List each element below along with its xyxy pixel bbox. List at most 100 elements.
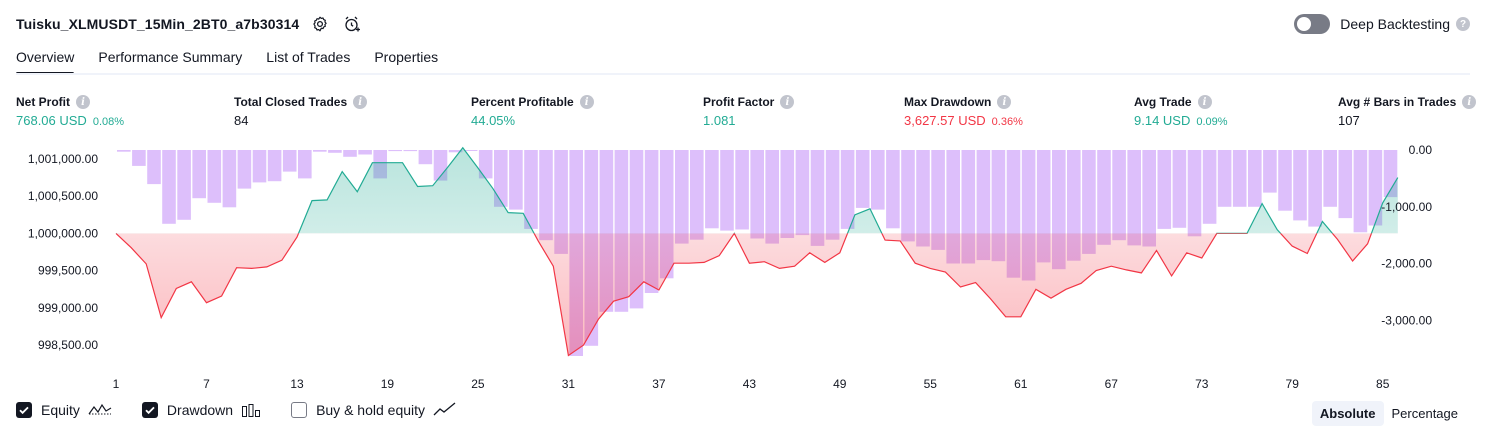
drawdown-bar (675, 150, 689, 244)
drawdown-bar (282, 150, 297, 172)
drawdown-bar (524, 150, 538, 229)
x-axis-tick: 79 (1286, 377, 1300, 391)
legend-equity-label: Equity (41, 402, 80, 418)
stat-value: 107 (1338, 113, 1360, 128)
drawdown-bar (1338, 150, 1353, 219)
equity-line-loss (115, 233, 1373, 357)
tab-performance-summary[interactable]: Performance Summary (98, 49, 243, 65)
info-icon[interactable]: i (579, 95, 594, 109)
stat-avg-trade: Avg Trade i 9.14 USD 0.09% (1134, 94, 1228, 128)
deep-backtesting: Deep Backtesting ? (1294, 12, 1470, 36)
chart-legend: Equity Drawdown Buy & hold equity (16, 402, 487, 418)
equity-loss-area (116, 233, 1372, 356)
legend-equity[interactable]: Equity (16, 402, 112, 418)
tab-list-of-trades[interactable]: List of Trades (266, 49, 351, 65)
percentage-button[interactable]: Percentage (1391, 406, 1459, 421)
trend-line-icon (433, 402, 457, 418)
info-icon[interactable]: i (780, 95, 795, 109)
drawdown-bar (886, 150, 900, 229)
info-icon[interactable]: i (1462, 95, 1477, 109)
stat-label: Profit Factor (703, 95, 775, 109)
drawdown-bar (162, 150, 176, 224)
x-axis-tick: 19 (381, 377, 395, 391)
drawdown-bar (795, 150, 810, 236)
drawdown-bar (252, 150, 267, 183)
drawdown-bar (810, 150, 825, 246)
equity-areas (116, 147, 1398, 356)
stat-label: Total Closed Trades (234, 95, 348, 109)
left-axis-tick: 1,001,000.00 (28, 152, 98, 166)
stat-value: 84 (234, 113, 249, 128)
drawdown-bar (494, 150, 508, 207)
equity-checkbox[interactable] (16, 402, 32, 418)
drawdown-bar (267, 150, 282, 182)
left-axis-tick: 1,000,500.00 (28, 189, 98, 203)
stat-avg-bars: Avg # Bars in Trades i 107 (1338, 94, 1477, 128)
tab-properties[interactable]: Properties (374, 49, 439, 65)
drawdown-bar (916, 150, 930, 247)
right-axis: 0.00 -1,000.00 -2,000.00 -3,000.00 (1381, 143, 1432, 327)
info-icon[interactable]: i (997, 95, 1012, 109)
drawdown-bar (840, 150, 855, 229)
drawdown-bar (418, 150, 433, 165)
drawdown-bar (509, 150, 523, 210)
buy-hold-checkbox[interactable] (291, 402, 308, 418)
drawdown-bar (1278, 150, 1292, 211)
x-axis-tick: 49 (833, 377, 847, 391)
left-axis-tick: 1,000,000.00 (28, 226, 98, 240)
drawdown-bar (554, 150, 568, 254)
drawdown-bar (720, 150, 734, 231)
x-axis-tick: 85 (1376, 377, 1390, 391)
drawdown-bar (901, 150, 915, 242)
drawdown-bar (690, 150, 704, 240)
info-icon[interactable]: i (353, 95, 368, 109)
drawdown-bar (222, 150, 237, 208)
legend-buy-hold[interactable]: Buy & hold equity (291, 402, 457, 418)
drawdown-bar (750, 150, 764, 239)
drawdown-bar (328, 150, 342, 153)
drawdown-bar (132, 150, 146, 166)
left-axis-tick: 998,500.00 (38, 338, 98, 352)
alarm-add-icon[interactable] (341, 13, 363, 35)
x-axis-tick: 61 (1014, 377, 1028, 391)
drawdown-bar (1232, 150, 1247, 207)
help-icon[interactable]: ? (1456, 17, 1470, 31)
right-axis-tick: -1,000.00 (1381, 200, 1432, 214)
drawdown-bar (403, 150, 418, 152)
info-icon[interactable]: i (1197, 95, 1212, 109)
drawdown-checkbox[interactable] (141, 402, 158, 418)
bars-icon (241, 402, 261, 418)
stat-label: Net Profit (16, 95, 70, 109)
gear-icon[interactable] (309, 13, 331, 35)
x-axis-tick: 73 (1195, 377, 1209, 391)
drawdown-bar (976, 150, 991, 261)
legend-drawdown-label: Drawdown (166, 402, 234, 418)
strategy-header: Tuisku_XLMUSDT_15Min_2BT0_a7b30314 (16, 12, 363, 36)
drawdown-bar (192, 150, 206, 199)
stat-value: 44.05% (471, 113, 516, 128)
legend-drawdown[interactable]: Drawdown (141, 402, 261, 418)
drawdown-bar (1202, 150, 1217, 224)
absolute-button[interactable]: Absolute (1311, 401, 1384, 426)
stat-percent-profitable: Percent Profitable i 44.05% (471, 94, 594, 128)
deep-backtesting-toggle[interactable] (1294, 14, 1331, 34)
drawdown-bar (1172, 150, 1187, 228)
tab-overview[interactable]: Overview (16, 46, 75, 75)
left-axis-tick: 999,000.00 (38, 301, 98, 315)
drawdown-bar (1187, 150, 1202, 237)
drawdown-bar (1323, 150, 1337, 207)
drawdown-bar (1097, 150, 1111, 245)
drawdown-bar (931, 150, 945, 250)
drawdown-bar (1248, 150, 1262, 207)
drawdown-bar (343, 150, 357, 157)
report-tabs: Overview Performance Summary List of Tra… (16, 46, 462, 75)
stat-label: Max Drawdown (904, 95, 992, 109)
stat-label: Percent Profitable (471, 95, 574, 109)
stat-percent: 0.09% (1196, 116, 1228, 128)
info-icon[interactable]: i (76, 95, 90, 109)
equity-drawdown-chart[interactable]: 1,001,000.00 1,000,500.00 1,000,000.00 999,… (0, 140, 1486, 396)
stat-net-profit: Net Profit i 768.06 USD 0.08% (16, 94, 124, 128)
strategy-title: Tuisku_XLMUSDT_15Min_2BT0_a7b30314 (16, 16, 300, 32)
x-axis-tick: 43 (743, 377, 757, 391)
stat-label: Avg Trade (1134, 95, 1192, 109)
